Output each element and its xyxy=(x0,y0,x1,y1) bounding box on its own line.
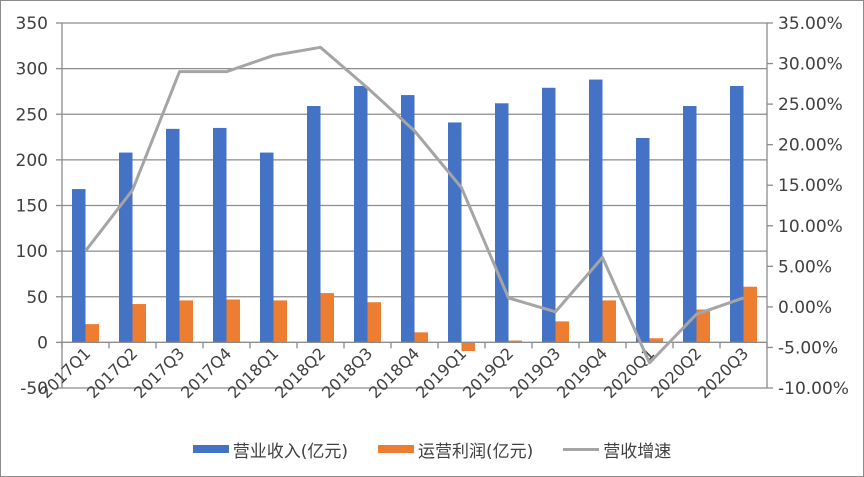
bar xyxy=(495,103,509,343)
bar xyxy=(119,152,133,343)
right-axis-tick-label: 10.00% xyxy=(778,217,843,237)
bar xyxy=(636,137,650,343)
bar xyxy=(85,324,99,343)
bar xyxy=(414,332,428,343)
bar xyxy=(649,338,663,343)
bar xyxy=(542,87,556,343)
bar xyxy=(401,95,415,343)
left-axis-tick-label: 300 xyxy=(16,60,48,80)
category-label: 2020Q2 xyxy=(647,344,705,402)
category-label: 2019Q1 xyxy=(412,344,470,402)
bar xyxy=(273,300,287,343)
category-label: 2018Q1 xyxy=(224,344,282,402)
left-axis-tick-label: 150 xyxy=(16,197,48,217)
category-label: 2020Q3 xyxy=(694,344,752,402)
legend-label-operating-profit: 运营利润(亿元) xyxy=(418,441,534,462)
bar xyxy=(448,122,462,343)
chart-legend: 营业收入(亿元) 运营利润(亿元) 营收增速 xyxy=(0,434,864,464)
category-label: 2018Q3 xyxy=(318,344,376,402)
right-axis-tick-label: 5.00% xyxy=(778,257,832,277)
growth-line xyxy=(84,45,744,365)
legend-swatch-growth-icon xyxy=(563,447,600,451)
right-axis-tick-label: 30.00% xyxy=(778,55,843,75)
category-label: 2020Q1 xyxy=(600,344,658,402)
bar xyxy=(730,85,744,343)
left-axis-tick-label: 50 xyxy=(26,288,48,308)
bar xyxy=(179,300,193,343)
bar xyxy=(307,106,321,343)
legend-item-revenue-growth: 营收增速 xyxy=(563,437,671,462)
bar xyxy=(743,286,757,343)
bar xyxy=(683,106,697,343)
bar xyxy=(461,342,475,352)
bar xyxy=(166,128,180,343)
category-label: 2018Q4 xyxy=(365,344,423,402)
category-label: 2018Q2 xyxy=(271,344,329,402)
legend-item-revenue: 营业收入(亿元) xyxy=(192,437,348,462)
bar xyxy=(367,302,381,343)
bar xyxy=(226,299,240,343)
bar xyxy=(589,79,603,343)
right-axis-tick-label: 15.00% xyxy=(778,176,843,196)
left-axis-tick-label: 100 xyxy=(16,242,48,262)
legend-label-revenue: 营业收入(亿元) xyxy=(232,441,348,462)
category-label: 2019Q4 xyxy=(553,344,611,402)
bar xyxy=(320,293,334,343)
left-axis-tick-label: 350 xyxy=(16,14,48,34)
bar xyxy=(555,321,569,343)
bar xyxy=(72,189,86,343)
bar xyxy=(354,85,368,343)
left-axis-tick-label: -50 xyxy=(20,379,48,399)
legend-swatch-profit-icon xyxy=(378,445,414,453)
right-axis-tick-label: 25.00% xyxy=(778,95,843,115)
category-label: 2019Q2 xyxy=(459,344,517,402)
category-label: 2017Q4 xyxy=(177,344,235,402)
category-label: 2017Q3 xyxy=(130,344,188,402)
left-axis-tick-label: 250 xyxy=(16,105,48,125)
bar xyxy=(213,127,227,343)
right-axis-tick-label: 0.00% xyxy=(778,298,832,318)
bar xyxy=(508,340,522,343)
left-axis-tick-label: 0 xyxy=(37,333,48,353)
legend-label-revenue-growth: 营收增速 xyxy=(603,441,672,462)
legend-swatch-revenue-icon xyxy=(192,445,229,453)
bar xyxy=(132,304,146,343)
right-axis-tick-label: -5.00% xyxy=(778,338,838,358)
left-axis-tick-label: 200 xyxy=(16,151,48,171)
right-axis-tick-label: -10.00% xyxy=(778,379,849,399)
right-axis-tick-label: 20.00% xyxy=(778,136,843,156)
legend-item-operating-profit: 运营利润(亿元) xyxy=(378,437,533,462)
right-axis-tick-label: 35.00% xyxy=(778,14,843,34)
bar xyxy=(696,309,710,343)
bar xyxy=(260,152,274,343)
category-label: 2017Q2 xyxy=(83,344,141,402)
bar xyxy=(602,300,616,343)
category-label: 2019Q3 xyxy=(506,344,564,402)
